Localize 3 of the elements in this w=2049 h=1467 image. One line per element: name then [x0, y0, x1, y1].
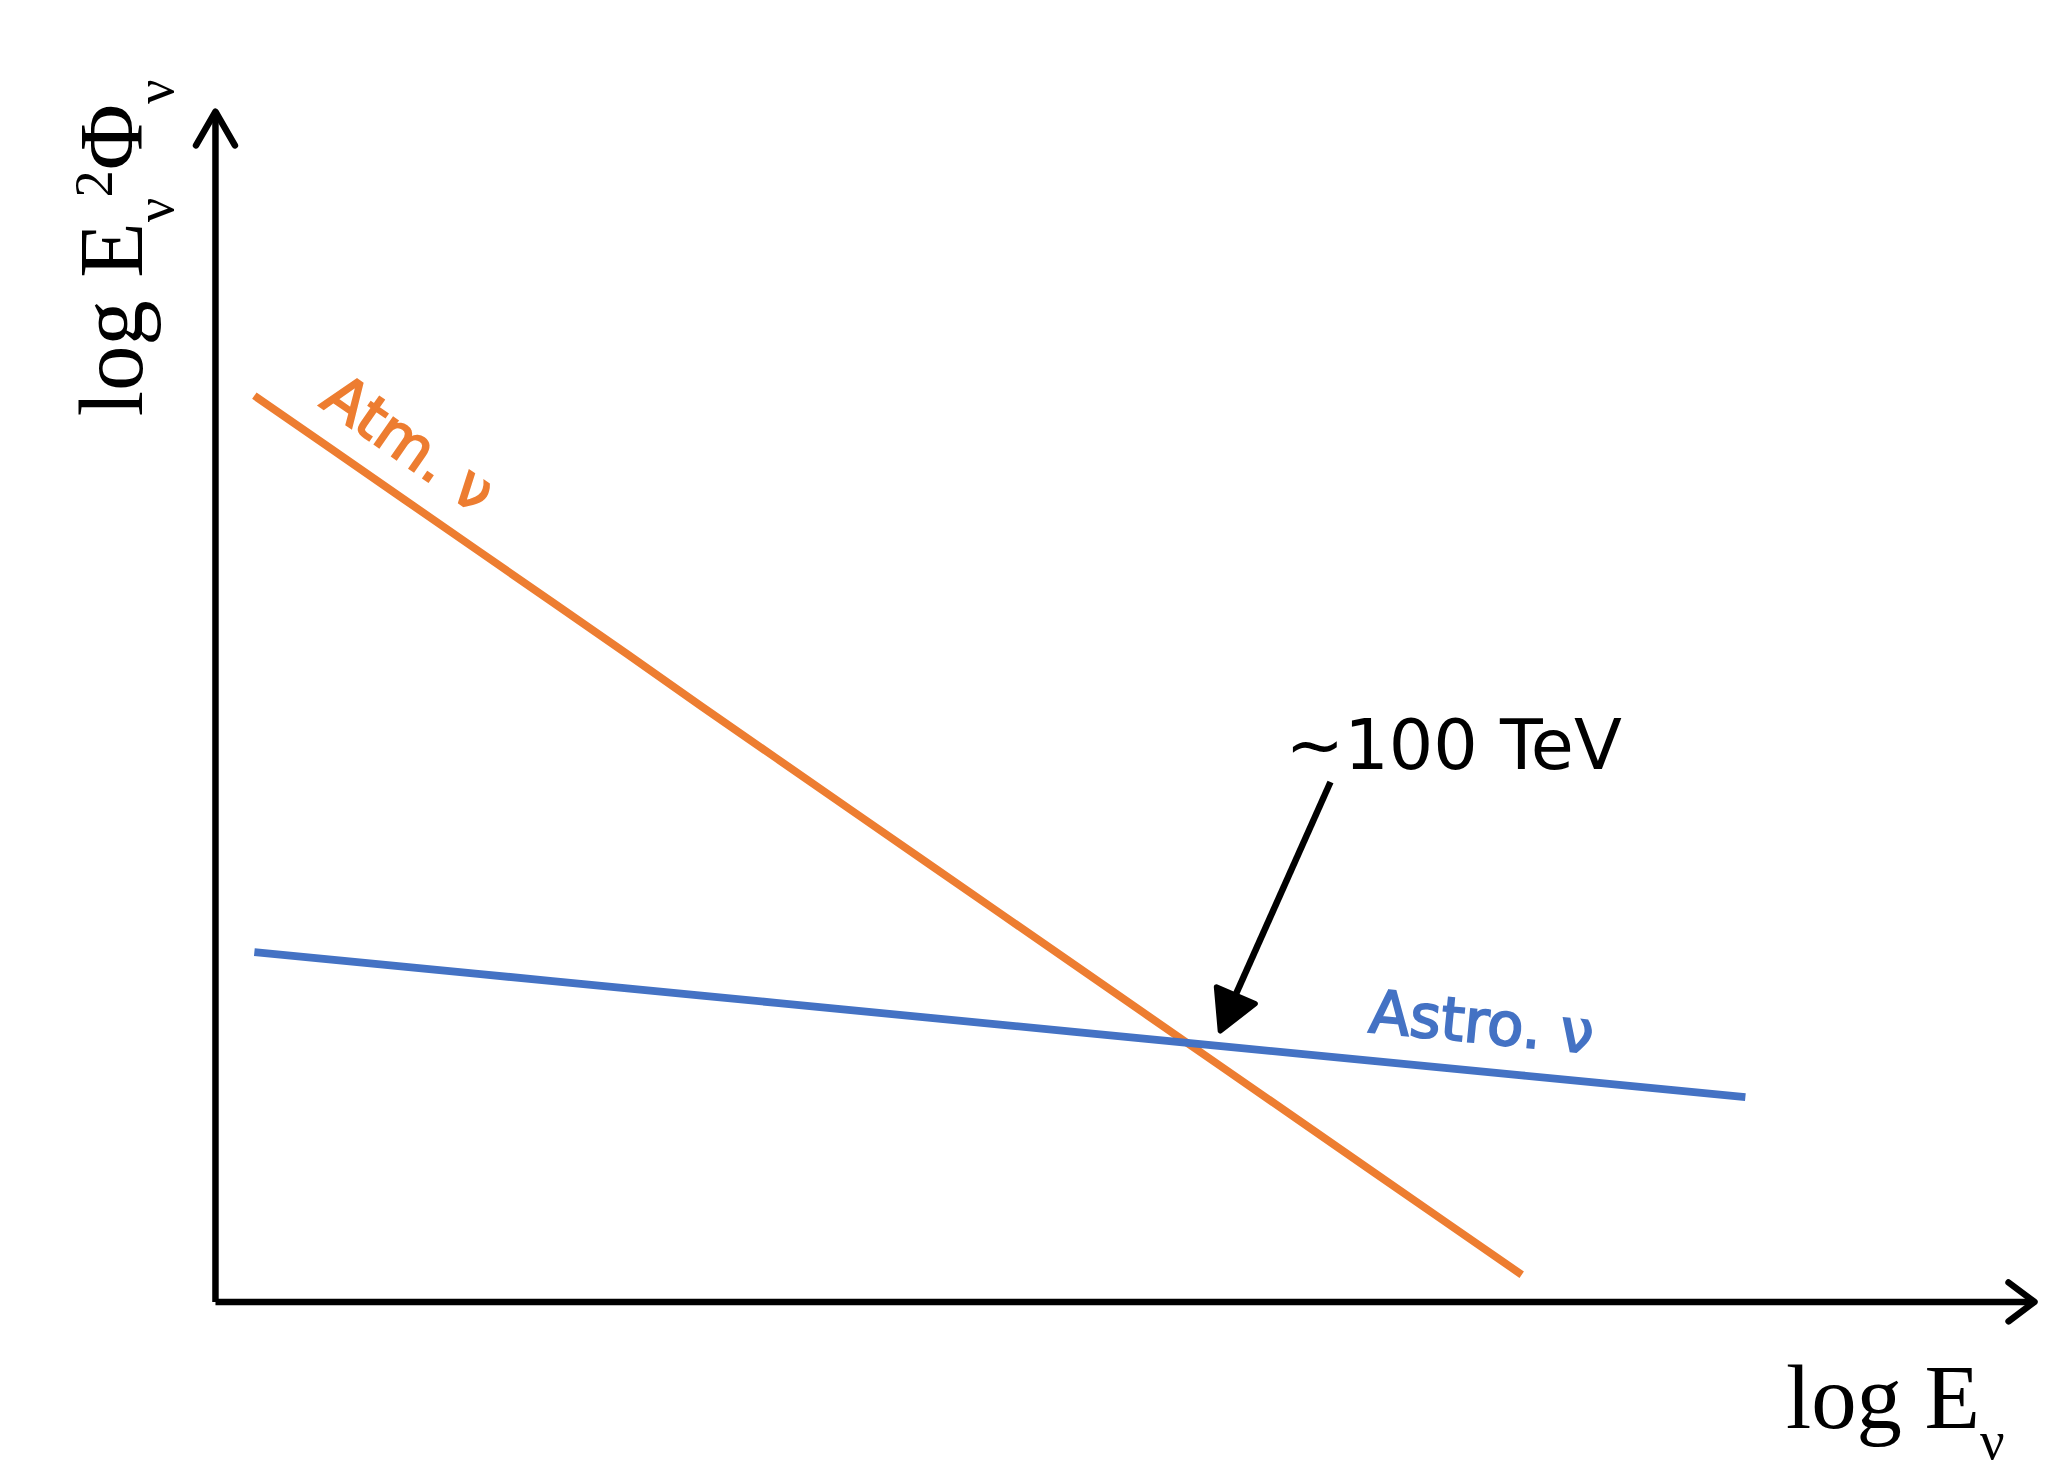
annotation: ~100 TeV [1285, 704, 1622, 787]
x-axis-title: log E$_{ν}$ [1785, 1346, 2005, 1467]
text: Astro. ν [1366, 976, 1598, 1068]
